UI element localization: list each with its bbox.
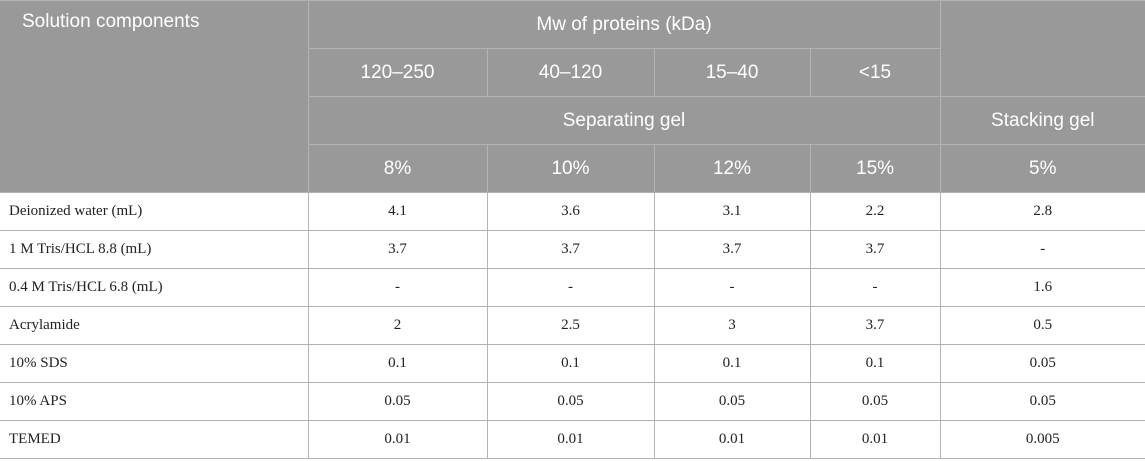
table-body: Deionized water (mL) 4.1 3.6 3.1 2.2 2.8…: [0, 192, 1145, 459]
table-cell: -: [486, 268, 655, 307]
table-cell: 0.1: [486, 344, 655, 383]
table-row: 10% SDS 0.1 0.1 0.1 0.1 0.05: [0, 344, 1145, 383]
table-cell: 0.05: [307, 382, 488, 421]
table-row: 0.4 M Tris/HCL 6.8 (mL) - - - - 1.6: [0, 268, 1145, 307]
table-cell: 3: [653, 306, 811, 345]
table-cell: 2.8: [939, 192, 1145, 231]
table-cell: -: [809, 268, 941, 307]
stacking-blank-header: [939, 0, 1145, 97]
table-cell: 3.7: [653, 230, 811, 269]
stacking-gel-header: Stacking gel: [939, 96, 1145, 145]
table-cell: 0.01: [809, 420, 941, 459]
percent-header: 10%: [486, 144, 655, 193]
table-cell: 1.6: [939, 268, 1145, 307]
table-row: TEMED 0.01 0.01 0.01 0.01 0.005: [0, 420, 1145, 459]
table-cell: -: [939, 230, 1145, 269]
separating-gel-header: Separating gel: [308, 96, 941, 145]
table-cell: 2: [307, 306, 488, 345]
row-label: Deionized water (mL): [0, 192, 309, 231]
table-cell: 3.7: [809, 230, 941, 269]
table-cell: 3.7: [486, 230, 655, 269]
mw-range-header: 120–250: [308, 48, 488, 97]
table-cell: -: [307, 268, 488, 307]
table-cell: 2.2: [809, 192, 941, 231]
table-cell: 0.05: [809, 382, 941, 421]
table-cell: 3.7: [809, 306, 941, 345]
mw-range-header: 40–120: [486, 48, 655, 97]
table-cell: 0.5: [939, 306, 1145, 345]
table-cell: 0.05: [939, 382, 1145, 421]
table-header: Solution components Mw of proteins (kDa)…: [0, 0, 1145, 193]
table-cell: 2.5: [486, 306, 655, 345]
row-label: 10% SDS: [0, 344, 309, 383]
table-row: 10% APS 0.05 0.05 0.05 0.05 0.05: [0, 382, 1145, 421]
table-cell: 0.005: [939, 420, 1145, 459]
table-cell: 3.1: [653, 192, 811, 231]
mw-range-header: 15–40: [653, 48, 811, 97]
row-label: 0.4 M Tris/HCL 6.8 (mL): [0, 268, 309, 307]
row-label: 10% APS: [0, 382, 309, 421]
percent-header: 12%: [653, 144, 811, 193]
percent-header: 5%: [939, 144, 1145, 193]
table-cell: 0.05: [653, 382, 811, 421]
mw-range-header: <15: [809, 48, 941, 97]
mw-of-proteins-header: Mw of proteins (kDa): [307, 0, 941, 49]
table-row: Deionized water (mL) 4.1 3.6 3.1 2.2 2.8: [0, 192, 1145, 231]
table-cell: 4.1: [307, 192, 488, 231]
header-row-4: 8% 10% 12% 15% 5%: [0, 144, 1145, 193]
table-cell: 0.1: [653, 344, 811, 383]
table-cell: 0.01: [486, 420, 655, 459]
table-cell: 0.1: [307, 344, 488, 383]
row-label: Acrylamide: [0, 306, 309, 345]
header-row-3: Separating gel Stacking gel: [0, 96, 1145, 145]
table-row: 1 M Tris/HCL 8.8 (mL) 3.7 3.7 3.7 3.7 -: [0, 230, 1145, 269]
table-cell: 3.7: [307, 230, 488, 269]
table-row: Acrylamide 2 2.5 3 3.7 0.5: [0, 306, 1145, 345]
row-label: 1 M Tris/HCL 8.8 (mL): [0, 230, 309, 269]
table-cell: 0.01: [307, 420, 488, 459]
table-cell: 0.05: [486, 382, 655, 421]
table-cell: 0.01: [653, 420, 811, 459]
table-cell: 0.05: [939, 344, 1145, 383]
percent-header: 8%: [308, 144, 488, 193]
row-label: TEMED: [0, 420, 309, 459]
table-cell: 0.1: [809, 344, 941, 383]
percent-header: 15%: [809, 144, 941, 193]
table-cell: 3.6: [486, 192, 655, 231]
header-row-1: Solution components Mw of proteins (kDa): [0, 0, 1145, 193]
solution-components-header: Solution components: [0, 0, 309, 193]
table-cell: -: [653, 268, 811, 307]
